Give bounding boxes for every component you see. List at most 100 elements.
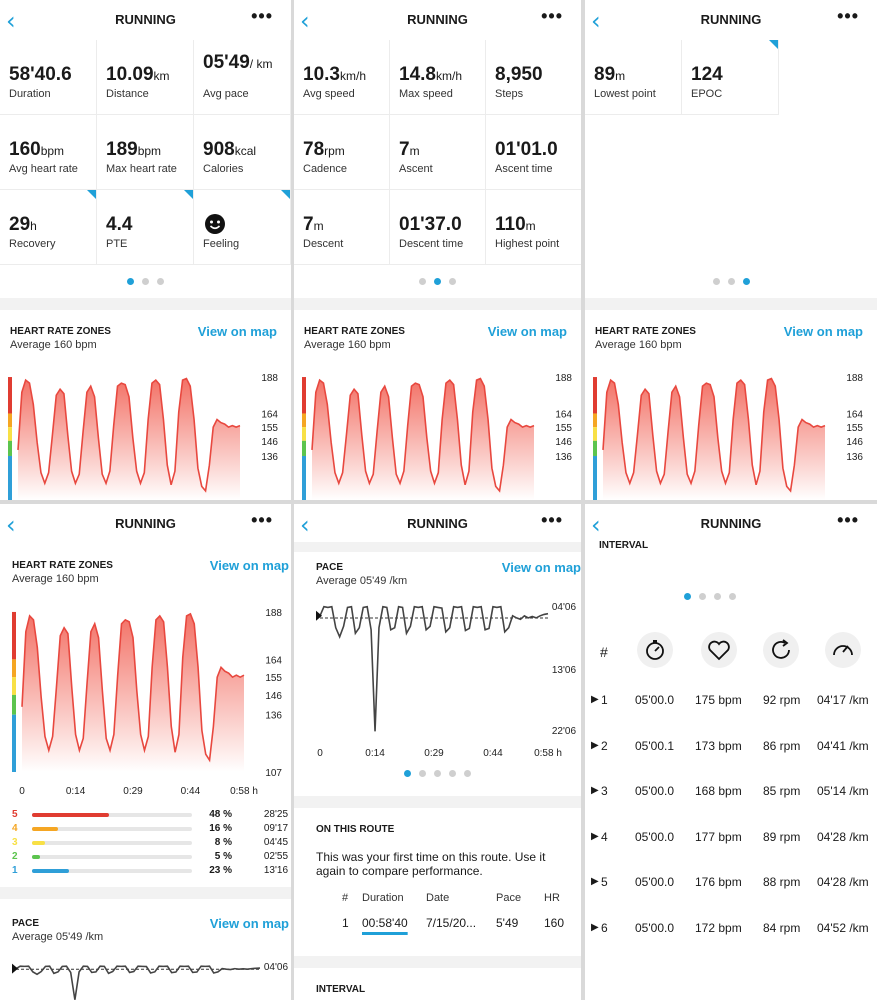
back-chevron-icon[interactable]: ‹ — [300, 511, 310, 539]
page-dot[interactable] — [714, 593, 721, 600]
summary-panel-1: ‹ RUNNING ••• 58'40.6 Duration 10.09km Distanc… — [0, 0, 291, 500]
zone-percent: 8 % — [214, 837, 232, 848]
hr-area — [603, 378, 825, 500]
page-dot[interactable] — [157, 278, 164, 285]
back-chevron-icon[interactable]: ‹ — [591, 7, 601, 35]
info-corner-icon[interactable] — [87, 190, 96, 199]
metric-value: 4.4 — [106, 214, 133, 235]
metric-value: 124 — [691, 64, 723, 85]
more-icon[interactable]: ••• — [837, 6, 859, 26]
expand-caret-icon[interactable]: ▶ — [591, 830, 599, 842]
y-tick-label: 13'06 — [552, 665, 577, 676]
page-dot[interactable] — [727, 278, 735, 285]
page-dot[interactable] — [434, 770, 441, 777]
metric-value: 10.09km — [106, 64, 170, 85]
info-corner-icon[interactable] — [184, 190, 193, 199]
metric-value: 78rpm — [303, 139, 345, 160]
view-on-map-link[interactable]: View on map — [501, 560, 581, 575]
summary-cell: 8,950 Steps — [486, 40, 581, 115]
expand-caret-icon[interactable]: ▶ — [591, 739, 599, 751]
metric-label: Cadence — [303, 163, 348, 175]
info-corner-icon[interactable] — [769, 40, 778, 49]
interval-row[interactable]: ▶ 1 05'00.0 175 bpm 92 rpm 04'17 /km — [585, 693, 875, 713]
back-chevron-icon[interactable]: ‹ — [6, 7, 16, 35]
section-title: HEART RATE ZONES — [595, 326, 696, 337]
route-column-header: Duration — [362, 892, 404, 904]
expand-caret-icon[interactable]: ▶ — [591, 921, 599, 933]
page-dot[interactable] — [464, 770, 471, 777]
page-dot[interactable] — [142, 278, 149, 285]
metric-value: 110m — [495, 214, 536, 235]
metric-unit: m — [525, 219, 536, 233]
interval-number: 5 — [601, 875, 608, 889]
page-dot[interactable] — [684, 593, 691, 600]
top-bar: ‹ RUNNING ••• — [294, 504, 581, 544]
section-title: INTERVAL — [316, 984, 366, 995]
metric-label: Ascent time — [495, 163, 553, 175]
view-on-map-link[interactable]: View on map — [487, 324, 567, 339]
page-dot[interactable] — [712, 278, 720, 285]
zone-percent: 5 % — [214, 851, 232, 862]
pace-chart: 04'06 — [12, 962, 288, 1000]
section-divider — [294, 796, 581, 808]
interval-value: 04'41 /km — [817, 738, 869, 753]
summary-cell: 29h Recovery — [0, 190, 97, 265]
back-chevron-icon[interactable]: ‹ — [591, 511, 601, 539]
page-indicator[interactable] — [585, 593, 835, 600]
section-divider — [294, 542, 581, 552]
page-dot[interactable] — [419, 278, 426, 285]
back-chevron-icon[interactable]: ‹ — [300, 7, 310, 35]
x-tick-label: 0:58 h — [230, 786, 258, 797]
expand-caret-icon[interactable]: ▶ — [591, 876, 599, 887]
y-tick-label: 188 — [261, 373, 278, 384]
metric-value: 8,950 — [495, 64, 543, 85]
more-icon[interactable]: ••• — [541, 6, 563, 26]
page-dot[interactable] — [729, 593, 736, 600]
page-indicator[interactable] — [294, 770, 581, 777]
page-dot[interactable] — [404, 770, 411, 777]
more-icon[interactable]: ••• — [837, 510, 859, 530]
info-corner-icon[interactable] — [281, 190, 290, 199]
more-icon[interactable]: ••• — [541, 510, 563, 530]
smiley-icon — [205, 214, 225, 239]
page-dot[interactable] — [419, 770, 426, 777]
expand-caret-icon[interactable]: ▶ — [591, 785, 599, 796]
interval-row[interactable]: ▶ 4 05'00.0 177 bpm 89 rpm 04'28 /km — [585, 830, 875, 850]
more-icon[interactable]: ••• — [251, 510, 273, 530]
page-dot[interactable] — [699, 593, 706, 600]
back-chevron-icon[interactable]: ‹ — [6, 511, 16, 539]
zone-bar-segment — [8, 455, 12, 500]
metric-label: Max heart rate — [106, 163, 177, 175]
metric-label: Ascent — [399, 163, 433, 175]
interval-row[interactable]: ▶ 2 05'00.1 173 bpm 86 rpm 04'41 /km — [585, 739, 875, 759]
interval-value: 85 rpm — [763, 784, 801, 798]
summary-cell: 4.4 PTE — [97, 190, 194, 265]
view-on-map-link[interactable]: View on map — [209, 916, 289, 931]
view-on-map-link[interactable]: View on map — [197, 324, 277, 339]
page-dot[interactable] — [434, 278, 441, 285]
page-dot[interactable] — [127, 278, 134, 285]
y-tick-label: 146 — [846, 437, 863, 448]
page-indicator[interactable] — [585, 278, 877, 285]
y-tick-label: 164 — [265, 655, 282, 666]
page-dot[interactable] — [449, 278, 456, 285]
interval-value: 176 bpm — [695, 875, 742, 889]
zone-row: 5 48 % 28'25 — [12, 809, 291, 823]
interval-row[interactable]: ▶ 3 05'00.0 168 bpm 85 rpm 05'14 /km — [585, 784, 875, 804]
route-column-header: Date — [426, 892, 450, 904]
expand-caret-icon[interactable]: ▶ — [591, 694, 599, 705]
more-icon[interactable]: ••• — [251, 6, 273, 26]
page-dot[interactable] — [742, 278, 750, 285]
view-on-map-link[interactable]: View on map — [783, 324, 863, 339]
view-on-map-link[interactable]: View on map — [209, 558, 289, 573]
page-indicator[interactable] — [0, 278, 291, 285]
route-duration-link[interactable]: 00:58'40 — [362, 916, 408, 930]
top-bar: ‹ RUNNING ••• — [0, 504, 291, 544]
page-dot[interactable] — [449, 770, 456, 777]
interval-number: 6 — [601, 920, 608, 935]
heart-icon — [701, 632, 737, 668]
page-indicator[interactable] — [294, 278, 581, 285]
interval-row[interactable]: ▶ 6 05'00.0 172 bpm 84 rpm 04'52 /km — [585, 921, 875, 941]
interval-row[interactable]: ▶ 5 05'00.0 176 bpm 88 rpm 04'28 /km — [585, 875, 875, 895]
metric-unit: m — [615, 69, 626, 83]
